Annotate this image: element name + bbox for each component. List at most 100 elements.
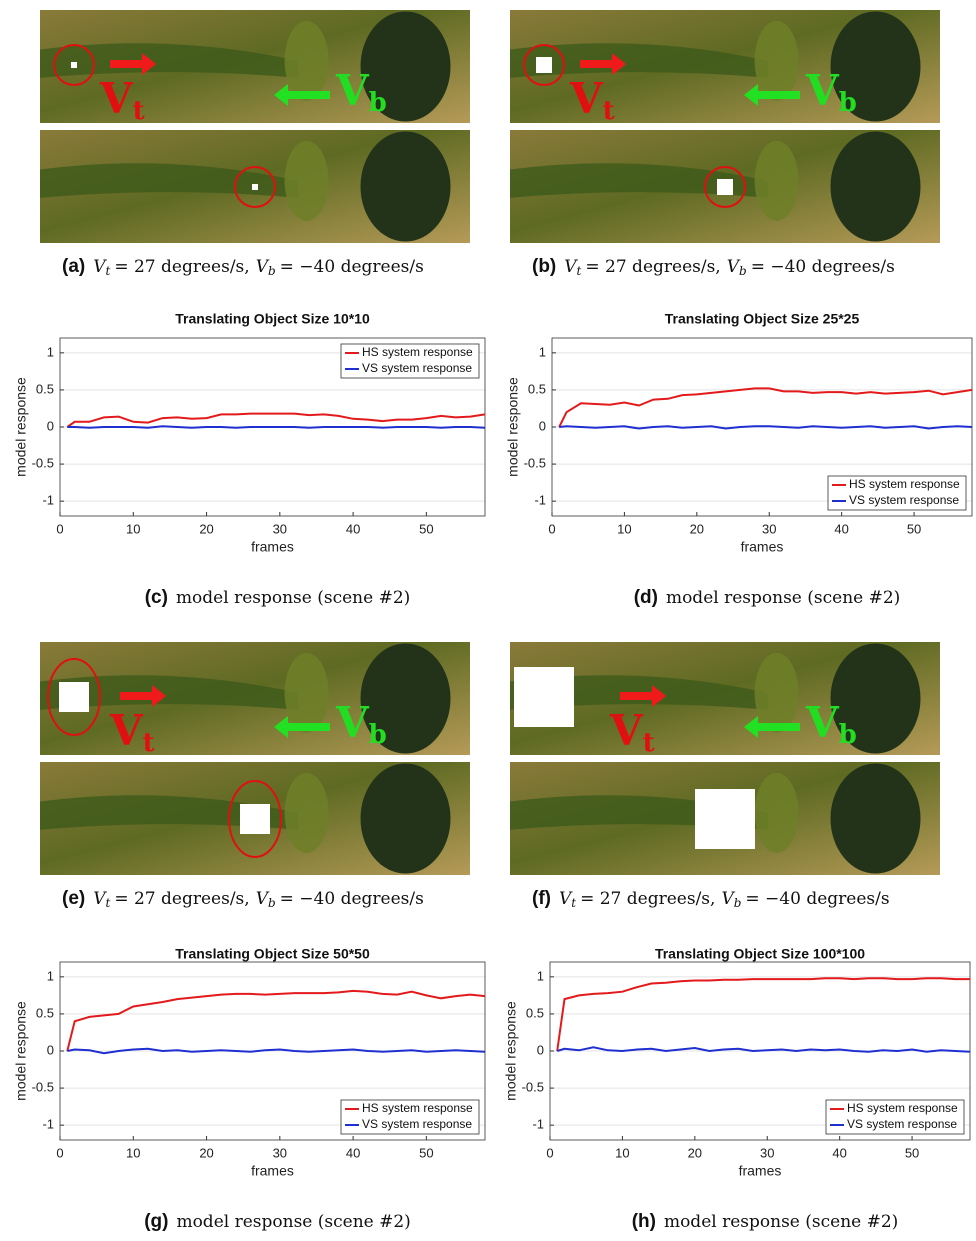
background-velocity-label: Vb [335,698,387,750]
caption: (g) model response (scene #2) [144,1211,411,1232]
target-velocity-label: Vt [569,74,615,126]
sub: t [106,896,111,910]
caption: (f) Vt = 27 degrees/s, Vb = −40 degrees/s [532,888,890,909]
sub: t [643,728,655,758]
y-tick-label: 1 [539,344,546,359]
var: V [805,698,840,747]
tree [830,643,921,754]
caption-label: (b) [532,256,556,277]
sub: t [571,896,576,910]
target [252,184,258,190]
chart-title: Translating Object Size 50*50 [175,946,370,962]
y-tick-label: 1 [47,968,54,983]
x-tick-label: 0 [548,521,555,536]
sub: b [839,720,857,750]
hedge [510,43,768,78]
y-tick-label: 0.5 [526,1005,544,1020]
y-tick-label: 0.5 [36,381,54,396]
legend-label: HS system response [847,1101,958,1115]
y-tick-label: -0.5 [32,456,54,471]
x-axis-label: frames [739,1163,782,1179]
y-tick-label: 0 [537,1042,544,1057]
background-velocity-label: Vb [335,66,387,118]
x-tick-label: 0 [56,521,63,536]
caption-text: model response (scene #2) [664,1212,898,1232]
x-tick-label: 30 [760,1145,774,1160]
caption: (a) Vt = 27 degrees/s, Vb = −40 degrees/s [62,256,424,277]
var: V [256,257,270,277]
var: V [93,889,107,909]
var: V [99,74,134,123]
tree [360,643,451,754]
y-tick-label: 1 [47,344,54,359]
hedge [40,675,298,710]
target-ring [523,44,565,86]
x-tick-label: 20 [199,521,213,536]
target-ring [704,166,746,208]
series-line [556,977,970,1052]
x-tick-label: 10 [617,521,631,536]
var: V [335,66,370,115]
y-tick-label: -1 [42,1117,54,1132]
x-tick-label: 50 [905,1145,919,1160]
tree [360,763,451,874]
target [240,804,270,834]
x-tick-label: 30 [273,521,287,536]
caption-label: (c) [145,587,168,608]
sub: b [369,720,387,750]
legend-box [825,1099,965,1135]
caption: (e) Vt = 27 degrees/s, Vb = −40 degrees/s [62,888,424,909]
sub: b [268,896,276,910]
sub: b [268,264,276,278]
tree [284,772,329,853]
x-tick-label: 40 [834,521,848,536]
target-velocity-label: Vt [109,706,155,758]
x-tick-label: 40 [832,1145,846,1160]
y-tick-label: 0.5 [36,1005,54,1020]
var: V [727,257,741,277]
target-velocity-label: Vt [99,74,145,126]
caption: (h) model response (scene #2) [632,1211,899,1232]
tree [754,20,799,101]
text: = −40 degrees/s [751,257,895,277]
x-tick-label: 50 [907,521,921,536]
hedge [510,163,768,198]
x-tick-label: 10 [126,1145,140,1160]
caption-label: (f) [532,888,551,909]
legend-label: VS system response [849,493,959,507]
x-tick-label: 30 [273,1145,287,1160]
y-tick-label: 0 [47,1042,54,1057]
sub: t [106,264,111,278]
x-axis-label: frames [251,1163,294,1179]
y-tick-label: 1 [537,968,544,983]
target-ring [47,658,101,736]
background-arrow [744,716,800,738]
caption-label: (a) [62,256,85,277]
target [717,179,733,195]
y-axis-label: model response [13,377,29,477]
tree [360,11,451,122]
caption-label: (g) [144,1211,168,1232]
y-tick-label: -0.5 [524,456,546,471]
legend-label: VS system response [362,1117,472,1131]
legend-label: HS system response [849,477,960,491]
chart-title: Translating Object Size 10*10 [175,311,370,327]
x-tick-label: 10 [126,521,140,536]
sub: t [603,96,615,126]
x-tick-label: 40 [346,521,360,536]
series-line [67,1047,486,1055]
x-tick-label: 30 [762,521,776,536]
target [59,682,89,712]
y-axis-label: model response [505,377,521,477]
series-line [67,425,486,429]
tree [830,11,921,122]
tree [360,131,451,242]
background-arrow [274,716,330,738]
caption: (d) model response (scene #2) [634,587,901,608]
x-tick-label: 50 [419,521,433,536]
var: V [569,74,604,123]
x-tick-label: 10 [615,1145,629,1160]
tree [830,763,921,874]
caption-text: model response (scene #2) [176,1212,410,1232]
